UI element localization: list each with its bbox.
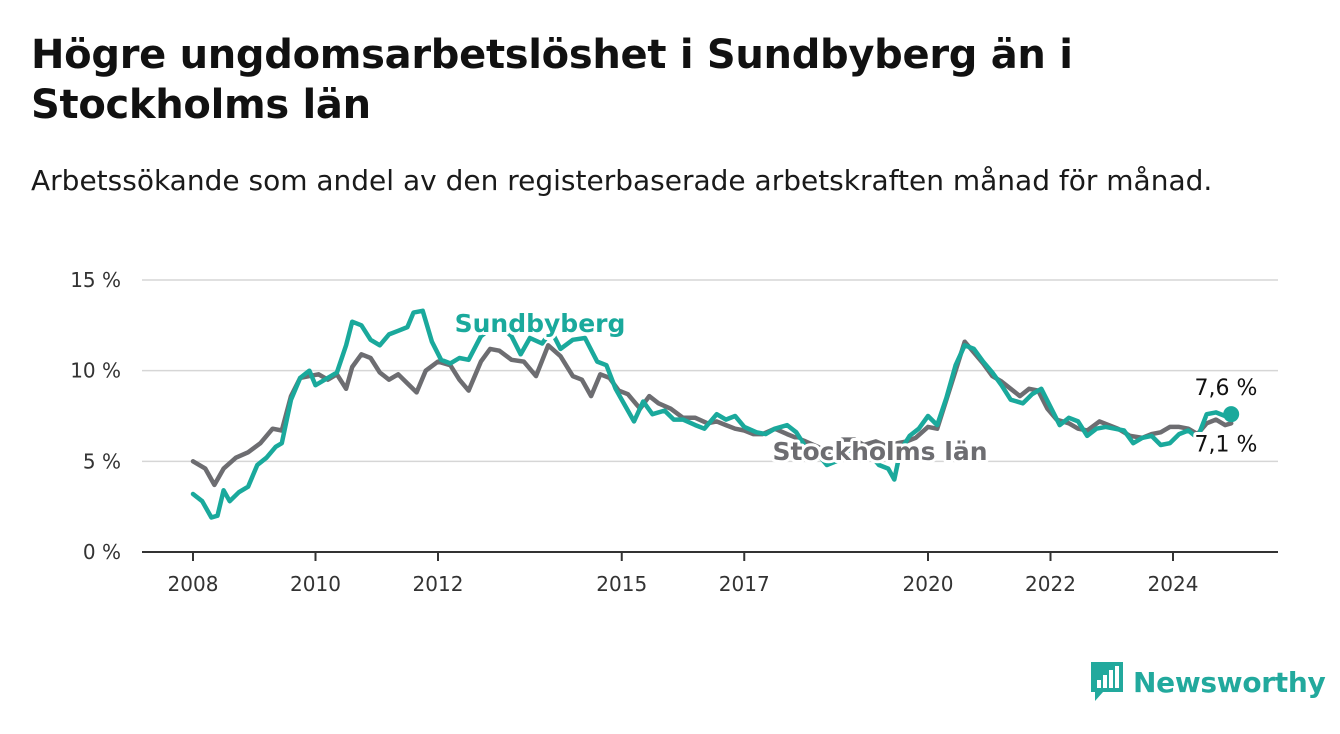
- x-tick-label: 2012: [413, 572, 464, 596]
- series-label-sundbyberg: Sundbyberg: [455, 309, 626, 338]
- series-line-sundbyberg: [190, 308, 1234, 520]
- y-axis-ticks: 0 % 5 % 10 % 15 %: [70, 268, 121, 564]
- y-tick-label: 0 %: [83, 540, 121, 564]
- x-tick-label: 2008: [168, 572, 219, 596]
- brand-name: Newsworthy: [1133, 665, 1326, 699]
- x-tick-label: 2020: [903, 572, 954, 596]
- y-tick-label: 5 %: [83, 449, 121, 473]
- newsworthy-logo-icon: [1091, 662, 1123, 701]
- x-tick-label: 2022: [1025, 572, 1076, 596]
- y-tick-label: 15 %: [70, 268, 121, 292]
- x-axis-ticks: 2008 2010 2012 2015 2017 2020 2022 2024: [168, 552, 1199, 596]
- x-tick-label: 2024: [1148, 572, 1199, 596]
- newsworthy-brand: Newsworthy: [1089, 660, 1326, 704]
- x-tick-label: 2017: [719, 572, 770, 596]
- end-point-sundbyberg: [1223, 406, 1240, 423]
- chart-title: Högre ungdomsarbetslöshet i Sundbyberg ä…: [31, 32, 1073, 128]
- end-value-stockholms-lan: 7,1 %: [1195, 432, 1258, 457]
- end-value-sundbyberg: 7,6 %: [1195, 376, 1258, 401]
- x-tick-label: 2015: [596, 572, 647, 596]
- y-tick-label: 10 %: [70, 359, 121, 383]
- chart-subtitle: Arbetssökande som andel av den registerb…: [31, 164, 1213, 197]
- series-line-stockholms-lan: [190, 339, 1234, 488]
- gridlines: [142, 279, 1278, 553]
- x-tick-label: 2010: [290, 572, 341, 596]
- series-lines: [190, 308, 1240, 520]
- series-label-stockholms-lan: Stockholms län: [773, 437, 988, 466]
